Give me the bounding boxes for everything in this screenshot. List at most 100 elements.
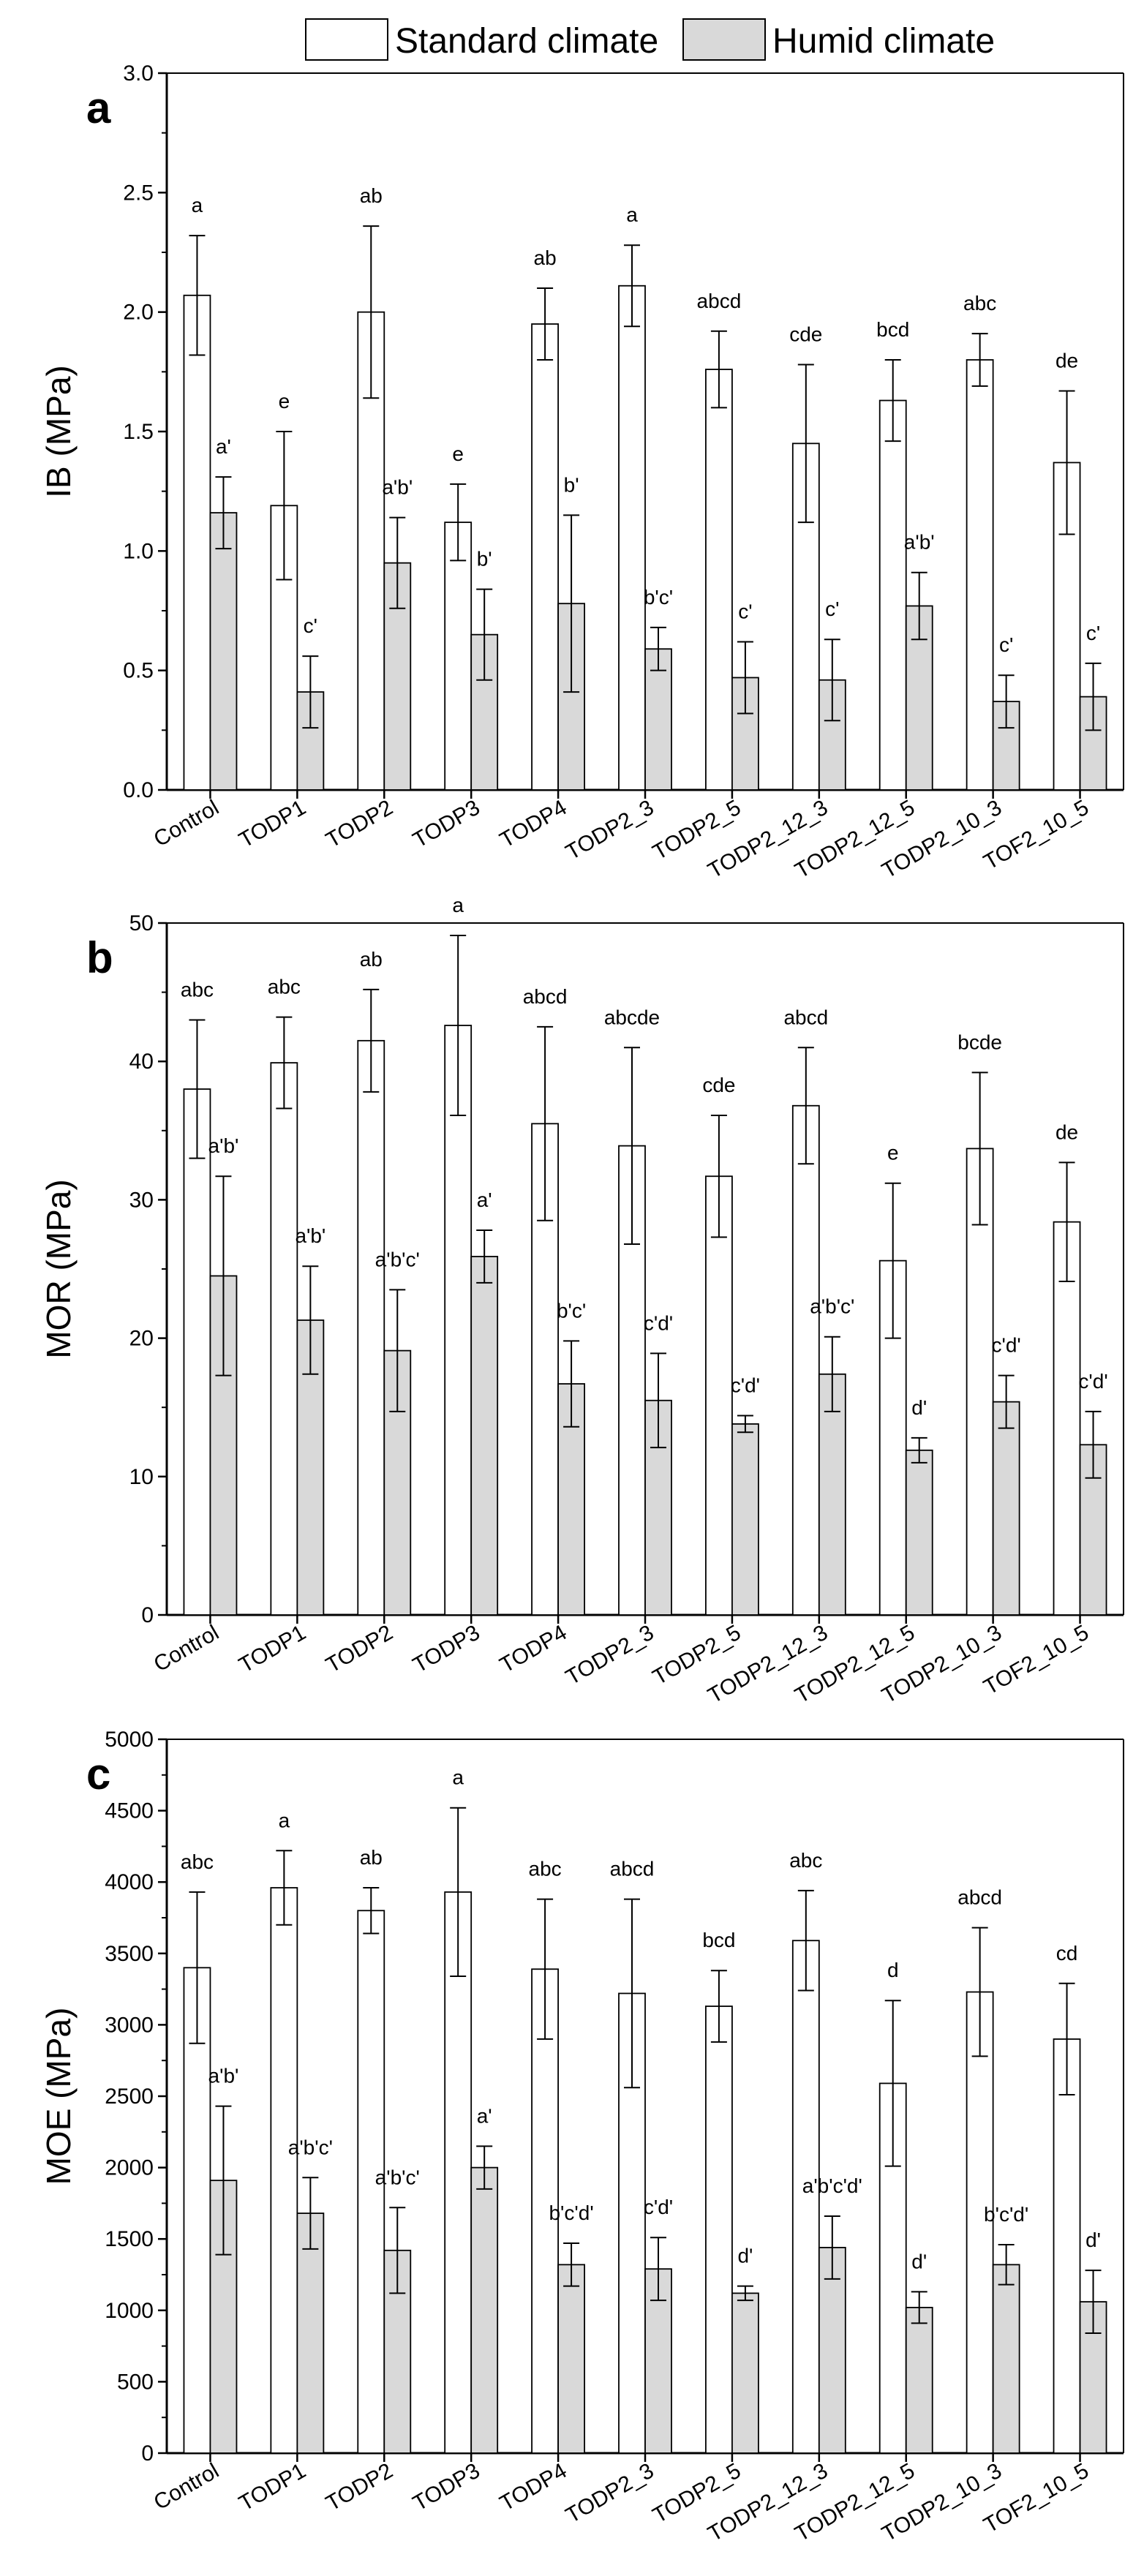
humid-climate-bar [209,512,238,791]
standard-climate-bar [878,399,907,791]
significance-label: c'd' [992,1334,1021,1357]
significance-label: e [452,442,464,465]
significance-label: a [626,203,638,226]
x-tick-label: TODP4 [496,795,571,852]
significance-label: c'd' [644,1311,673,1334]
significance-label: d' [911,2250,927,2272]
humid-climate-bar [905,1449,933,1616]
x-tick-label: TODP1 [235,795,310,852]
significance-label: a'b'c' [375,1248,420,1270]
significance-label: c' [304,614,317,637]
significance-label: b' [477,548,492,570]
significance-label: a [192,194,203,216]
significance-label: a' [477,2104,492,2127]
significance-label: abcd [957,1886,1002,1909]
significance-label: cde [789,323,822,346]
standard-climate-bar [357,1910,385,2454]
significance-label: abc [789,1849,822,1872]
significance-label: b'c'd' [984,2203,1028,2226]
legend-humid-label: Humid climate [772,22,995,61]
significance-label: ab [360,184,383,207]
significance-label: abcd [697,290,742,312]
standard-climate-bar [705,2006,733,2454]
x-tick-label: TODP3 [409,795,484,852]
y-tick-label: 4500 [105,1799,154,1823]
x-tick-label: TODP2 [322,2458,397,2515]
significance-label: a'b' [208,2065,239,2087]
y-tick-label: 0 [141,2441,154,2466]
y-tick-label: 2500 [105,2084,154,2109]
x-tick-label: TODP2_3 [562,795,658,865]
significance-label: a'b'c' [810,1295,854,1318]
significance-label: c' [825,598,839,620]
significance-label: c' [738,600,752,622]
y-tick-label: 30 [129,1188,154,1212]
x-tick-label: TODP3 [409,2458,484,2515]
legend: Standard climate Humid climate [305,18,995,61]
significance-label: ab [360,1846,383,1869]
humid-climate-bar [818,2247,846,2454]
y-tick-label: 1000 [105,2299,154,2323]
y-tick-label: 50 [129,911,154,935]
significance-label: a [279,1809,290,1831]
panel-c-moe-chart: 0 500 1000 1500 2000 2500 3000 3500 4000 4500 5000… [39,1728,1124,2547]
standard-climate-bar [618,285,646,791]
significance-label: e [887,1142,899,1164]
x-tick-label: TODP2 [322,795,397,852]
x-tick-label: Control [150,2458,223,2515]
standard-climate-bar [705,369,733,791]
panel-a-ib-chart: 0.0 0.5 1.0 1.5 2.0 2.5 3.0 IB (MPa) a Control a a'… [39,61,1124,884]
humid-climate-bar [1079,2301,1107,2454]
standard-climate-bar [1053,2038,1081,2454]
y-tick-label: 0 [141,1603,154,1627]
significance-label: a'b'c' [288,2136,333,2158]
significance-label: bcd [876,318,909,341]
humid-climate-bar [905,2306,933,2454]
y-tick-label: 0.0 [123,778,154,802]
y-tick-label: 3500 [105,1942,154,1966]
significance-label: abc [181,1850,214,1873]
significance-label: a'b' [295,1224,325,1247]
y-tick-label: 2000 [105,2156,154,2180]
standard-climate-bar [966,359,994,791]
significance-label: a'b'c'd' [802,2174,862,2197]
y-tick-label: 3000 [105,2013,154,2037]
humid-climate-bar [644,648,672,791]
y-tick-label: 2.0 [123,301,154,325]
significance-label: ab [360,948,383,971]
humid-climate-bar [992,2264,1020,2454]
y-tick-label: 40 [129,1050,154,1074]
significance-label: cd [1056,1942,1078,1965]
significance-label: a'b'c' [375,2166,420,2188]
y-tick-label: 1500 [105,2227,154,2251]
standard-climate-bar [270,1062,298,1616]
panel-letter: a [86,83,111,132]
standard-climate-bar [357,1039,385,1616]
significance-label: e [279,390,290,413]
y-tick-label: 1.5 [123,420,154,444]
standard-climate-bar [183,1088,211,1616]
legend-standard-swatch [305,18,388,61]
significance-label: abcd [783,1006,828,1028]
humid-climate-bar [557,2264,585,2454]
y-tick-label: 10 [129,1465,154,1489]
significance-label: a' [477,1189,492,1211]
x-tick-label: Control [150,1620,223,1676]
humid-climate-bar [296,2212,325,2454]
standard-climate-bar [791,1104,820,1616]
significance-label: b' [564,473,579,496]
significance-label: de [1055,1121,1078,1143]
y-tick-label: 500 [117,2370,154,2394]
significance-label: b'c' [557,1299,586,1322]
standard-climate-bar [444,521,473,791]
significance-label: d' [1085,2229,1101,2251]
standard-climate-bar [966,1148,994,1616]
x-tick-label: TODP1 [235,2458,310,2515]
significance-label: a' [216,435,231,458]
standard-climate-bar [705,1175,733,1616]
significance-label: a'b' [382,476,413,499]
y-tick-label: 20 [129,1327,154,1351]
standard-climate-bar [531,323,559,791]
x-tick-label: TODP3 [409,1620,484,1677]
